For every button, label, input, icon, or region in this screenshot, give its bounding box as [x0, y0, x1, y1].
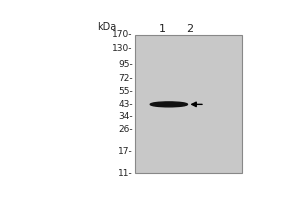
- Text: 72-: 72-: [118, 74, 133, 83]
- Text: 26-: 26-: [118, 125, 133, 134]
- Text: 11-: 11-: [118, 169, 133, 178]
- Text: 34-: 34-: [118, 112, 133, 121]
- Text: 17-: 17-: [118, 147, 133, 156]
- Text: 43-: 43-: [118, 100, 133, 109]
- Text: kDa: kDa: [98, 22, 117, 32]
- Text: 95-: 95-: [118, 60, 133, 69]
- Text: 2: 2: [186, 24, 194, 34]
- Text: 170-: 170-: [112, 30, 133, 39]
- Bar: [135, 35, 242, 173]
- Ellipse shape: [150, 102, 188, 107]
- Text: 1: 1: [158, 24, 165, 34]
- Text: 55-: 55-: [118, 87, 133, 96]
- Text: 130-: 130-: [112, 44, 133, 53]
